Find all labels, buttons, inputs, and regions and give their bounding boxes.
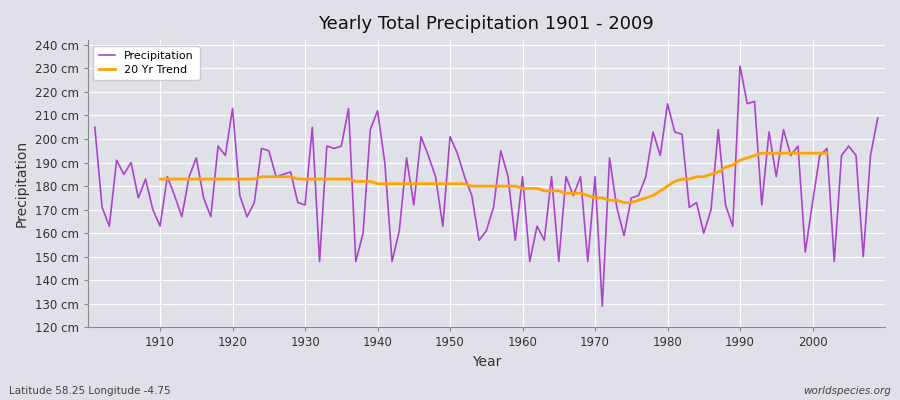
Precipitation — [89, 125, 100, 130]
Precipitation — [518, 174, 528, 179]
X-axis label: Year: Year — [472, 355, 501, 369]
Precipitation — [611, 205, 622, 210]
20 Yr Trend — [691, 174, 702, 179]
Y-axis label: Precipitation: Precipitation — [15, 140, 29, 227]
Precipitation — [510, 238, 521, 243]
20 Yr Trend — [626, 200, 636, 205]
20 Yr Trend — [488, 184, 499, 188]
Legend: Precipitation, 20 Yr Trend: Precipitation, 20 Yr Trend — [93, 46, 200, 80]
20 Yr Trend — [155, 177, 166, 182]
Line: Precipitation: Precipitation — [94, 66, 878, 306]
20 Yr Trend — [618, 200, 629, 205]
20 Yr Trend — [264, 174, 274, 179]
Precipitation — [350, 259, 361, 264]
Precipitation — [872, 116, 883, 120]
Precipitation — [148, 207, 158, 212]
Text: Latitude 58.25 Longitude -4.75: Latitude 58.25 Longitude -4.75 — [9, 386, 171, 396]
20 Yr Trend — [756, 151, 767, 156]
20 Yr Trend — [822, 151, 832, 156]
Precipitation — [307, 125, 318, 130]
20 Yr Trend — [292, 177, 303, 182]
Precipitation — [734, 64, 745, 68]
Line: 20 Yr Trend: 20 Yr Trend — [160, 153, 827, 203]
Precipitation — [597, 304, 608, 309]
20 Yr Trend — [242, 177, 253, 182]
Text: worldspecies.org: worldspecies.org — [803, 386, 891, 396]
Title: Yearly Total Precipitation 1901 - 2009: Yearly Total Precipitation 1901 - 2009 — [319, 15, 654, 33]
